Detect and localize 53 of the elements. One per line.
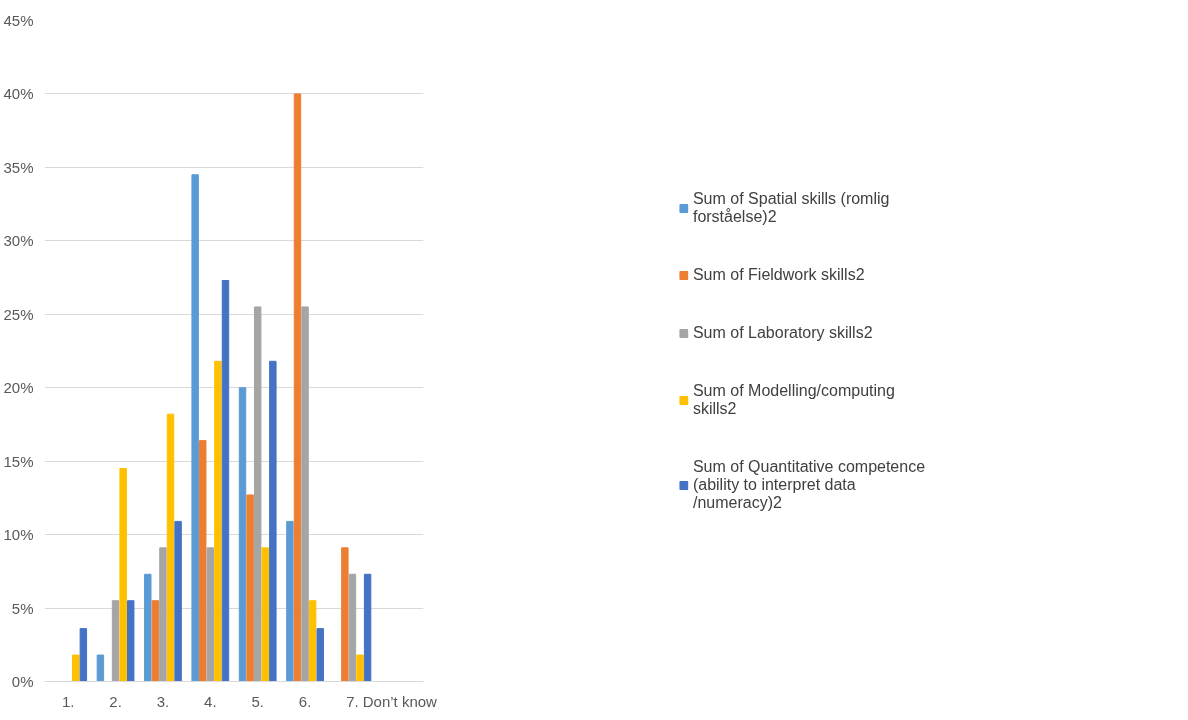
y-tick-label: 20% xyxy=(3,379,34,397)
legend-label: Sum of Spatial skills (romlig forståelse)2 xyxy=(692,189,890,226)
bar xyxy=(119,468,127,682)
bar xyxy=(191,174,199,682)
bar xyxy=(363,573,372,682)
bar xyxy=(316,628,324,682)
x-tick-label: 3. xyxy=(156,692,170,710)
x-tick-label: 4. xyxy=(204,692,217,710)
bar xyxy=(144,573,152,682)
legend-label: Sum of Quantitative competence (ability to interpret data /numeracy)2 xyxy=(692,457,926,512)
x-tick-label: 7. xyxy=(346,692,359,710)
bar xyxy=(261,547,269,682)
x-tick-label: Don’t know xyxy=(362,692,438,710)
bar xyxy=(199,440,207,682)
bar xyxy=(238,387,247,682)
bar xyxy=(96,654,105,682)
bar xyxy=(221,279,230,682)
bar xyxy=(293,93,302,682)
legend-label: Sum of Modelling/computing skills2 xyxy=(692,381,895,418)
bar xyxy=(308,600,317,682)
bar xyxy=(341,547,349,682)
bar xyxy=(166,413,175,682)
bar xyxy=(214,360,222,682)
bar xyxy=(72,654,80,682)
bar xyxy=(111,600,120,682)
y-tick-label: 5% xyxy=(11,599,34,617)
bar xyxy=(348,573,357,682)
legend-label: Sum of Fieldwork skills2 xyxy=(692,265,865,284)
bar xyxy=(269,360,277,682)
x-tick-label: 1. xyxy=(61,692,75,710)
legend-label: Sum of Laboratory skills2 xyxy=(692,323,873,342)
bar xyxy=(79,628,88,682)
x-tick-label: 2. xyxy=(109,692,122,710)
x-tick-label: 6. xyxy=(298,692,312,710)
y-tick-label: 25% xyxy=(3,305,34,323)
y-tick-label: 10% xyxy=(3,526,34,544)
y-tick-label: 15% xyxy=(3,452,34,470)
x-tick-label: 5. xyxy=(251,692,264,710)
y-tick-label: 40% xyxy=(3,85,34,103)
bar xyxy=(159,547,167,682)
y-tick-label: 45% xyxy=(3,12,34,29)
bar xyxy=(174,520,182,682)
y-tick-label: 30% xyxy=(3,232,34,250)
bar xyxy=(301,306,309,682)
bar xyxy=(246,494,254,682)
y-tick-label: 35% xyxy=(3,158,34,176)
bar xyxy=(151,600,160,682)
bar xyxy=(356,654,364,682)
y-tick-label: 0% xyxy=(11,673,34,690)
bar xyxy=(127,600,135,682)
bar xyxy=(206,547,215,682)
bar xyxy=(286,520,294,682)
bar xyxy=(253,306,262,682)
